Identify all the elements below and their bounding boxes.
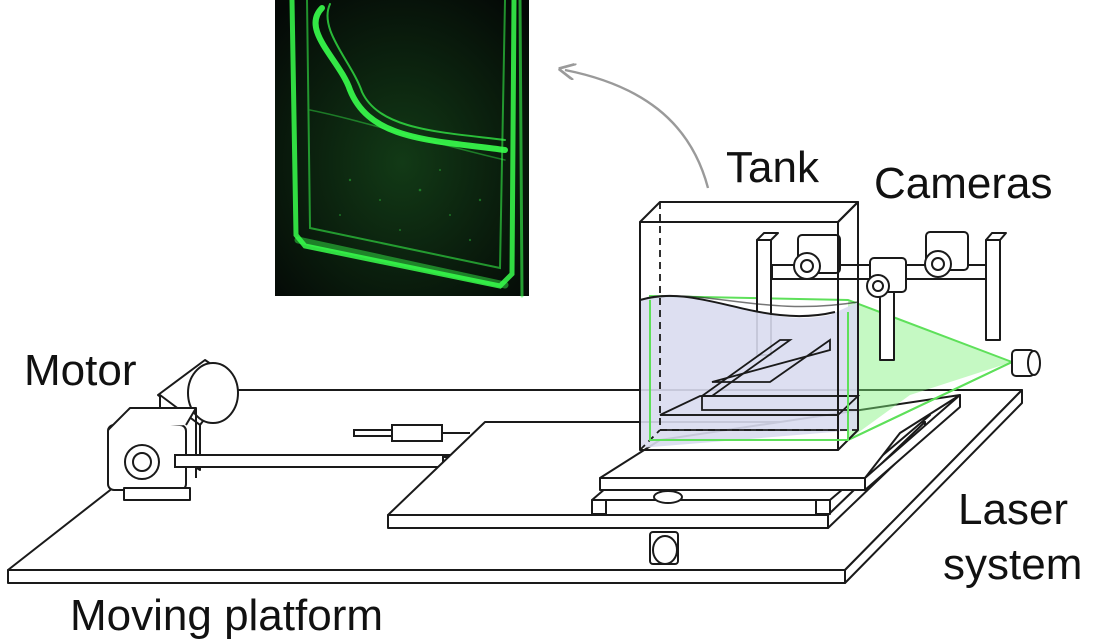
- camera-3: [866, 257, 907, 298]
- tank-label: Tank: [726, 143, 819, 192]
- water-tank: [639, 201, 861, 451]
- cameras-label: Cameras: [874, 159, 1053, 208]
- motor: [107, 359, 239, 501]
- tank-photo-glass-edges: [289, 0, 524, 298]
- tank-photo-inset: [275, 0, 529, 298]
- laser-label-line2: system: [943, 540, 1083, 589]
- tank-photo-particles: [339, 169, 482, 242]
- camera-1: [793, 234, 841, 280]
- platform-roller: [649, 531, 679, 565]
- slide-rails: [591, 394, 961, 515]
- adjuster-rod: [353, 424, 470, 442]
- photo-pointer-arrow: [565, 70, 710, 189]
- camera-2: [924, 231, 969, 278]
- laser-label-line1: Laser: [958, 485, 1069, 534]
- laser-source: [1011, 349, 1041, 377]
- moving-platform-label: Moving platform: [70, 591, 384, 640]
- motor-label: Motor: [24, 346, 137, 395]
